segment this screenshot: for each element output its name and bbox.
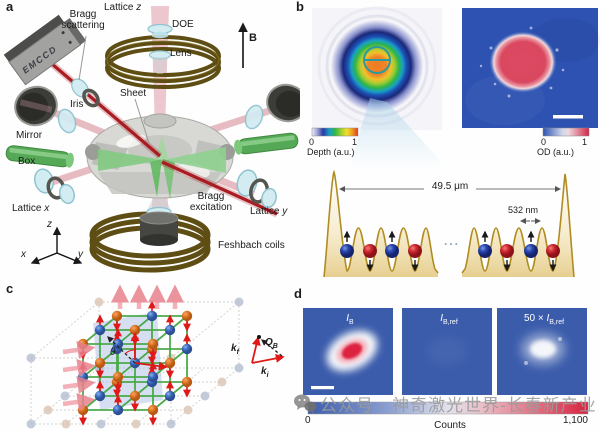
atom-down: [546, 244, 560, 272]
k-f-label: kf: [231, 343, 239, 356]
panel-c-label: c: [6, 281, 14, 296]
counts-cb-max: 1,100: [562, 415, 588, 426]
trap-symbol-icon: [363, 46, 391, 74]
bragg-light-arrows-left: [62, 340, 96, 411]
doe-label: DOE: [172, 19, 194, 30]
panel-c-illustration: [26, 284, 285, 429]
theta-label: θ: [110, 347, 116, 358]
doe-optic: [147, 23, 173, 39]
box-beam-left: [5, 145, 74, 168]
mirror-left: [14, 85, 58, 127]
ellipsis-label: ...: [444, 234, 461, 248]
atom-row: [340, 230, 560, 272]
atom-up: [478, 230, 492, 258]
od-cb-label: OD (a.u.): [537, 147, 575, 157]
bragg-excitation-beam-core: [161, 160, 278, 216]
panel-a-illustration: EMCCD: [3, 6, 300, 273]
counts-cb-min: 0: [305, 415, 311, 426]
iris-assembly: [71, 78, 100, 108]
od-speckles: [479, 26, 565, 98]
atom-up: [340, 230, 354, 258]
well-curve-right: [461, 173, 575, 278]
bragg-image-1: [303, 308, 393, 395]
feshbach-coils-label: Feshbach coils: [218, 240, 285, 251]
depth-map-image: [312, 6, 447, 168]
box-width-label: 49.5 μm: [431, 181, 469, 192]
depth-cb-label: Depth (a.u.): [307, 147, 355, 157]
od-scale-bar: [553, 115, 583, 119]
panel-d-label: d: [294, 286, 302, 301]
box-label: Box: [18, 156, 36, 167]
bragg-image-2: [402, 308, 492, 395]
lattice-x-optics: [33, 168, 75, 205]
axes-triad: [30, 226, 83, 265]
wechat-icon: [294, 394, 317, 414]
axis-y-label: y: [78, 249, 83, 260]
leader-bragg-scattering: [78, 35, 87, 81]
box-beam-right: [234, 132, 299, 155]
leader-sheet: [134, 98, 150, 144]
lattice-y-optics: [236, 169, 277, 209]
panel-d-illustration: [303, 308, 589, 415]
bragg-light-arrows-top: [111, 284, 184, 309]
od-cb-min: 0: [541, 137, 547, 147]
spacing-label: 532 nm: [508, 205, 539, 215]
emccd-camera: EMCCD: [3, 14, 87, 86]
image-2-label: IB,ref: [440, 313, 458, 326]
objective-cylinder: [139, 198, 179, 246]
scale-bar: [311, 386, 334, 390]
watermark: 公众号 · 神奇激光世界-长春新产业: [293, 391, 597, 416]
panel-b-illustration: [311, 6, 600, 278]
atom-up: [385, 230, 399, 258]
lens-label: Lens: [170, 48, 192, 59]
atom-down: [363, 244, 377, 272]
lens-optic: [148, 50, 172, 74]
light-sheet: [98, 136, 226, 199]
depth-cb-min: 0: [309, 137, 315, 147]
k-i-label: ki: [261, 366, 269, 379]
depth-cb-max: 1: [352, 137, 358, 147]
b-field-label: B: [249, 32, 257, 44]
q-b-label: QB: [265, 337, 278, 350]
momentum-diagram: [251, 335, 285, 364]
atom-up: [524, 230, 538, 258]
lattice-z-label: Lattice z: [104, 2, 142, 13]
bragg-excitation-label: Bragg excitation: [189, 191, 233, 213]
lens-left: [57, 108, 77, 134]
panel-b-label: b: [296, 0, 304, 14]
lattice-potential-sketch: [323, 169, 575, 278]
sheet-label: Sheet: [120, 88, 147, 99]
lattice-x-label: Lattice x: [12, 203, 50, 214]
cube-lattice-sites: [77, 300, 193, 426]
center-vectors: [107, 332, 168, 371]
bragg-image-3: [497, 308, 587, 395]
bragg-scattering-beam-core: [50, 62, 162, 158]
watermark-text: 公众号 · 神奇激光世界-长春新产业: [320, 396, 597, 415]
counts-cb-label: Counts: [434, 420, 466, 431]
od-colorbar: [542, 127, 590, 137]
image-1-label: IB: [346, 313, 354, 326]
od-image: [462, 8, 600, 128]
iris-label: Iris: [70, 99, 84, 110]
lens-right: [244, 104, 264, 130]
well-fill-right: [462, 174, 574, 277]
axis-z-label: z: [47, 219, 52, 230]
atom-down: [500, 244, 514, 272]
lattice-y-label: Lattice y: [250, 206, 288, 217]
panel-a-label: a: [6, 0, 14, 14]
atom-down: [408, 244, 422, 272]
depth-colorbar: [311, 127, 359, 137]
zoom-wedge: [349, 98, 447, 168]
mirror-label: Mirror: [16, 130, 43, 141]
od-cb-max: 1: [582, 137, 588, 147]
bragg-scattering-label: Bragg scattering: [61, 9, 105, 31]
well-curve-left: [323, 169, 439, 278]
mirror-right: [266, 83, 300, 123]
axis-x-label: x: [21, 249, 26, 260]
image-3-label: 50 × IB,ref: [523, 313, 565, 326]
